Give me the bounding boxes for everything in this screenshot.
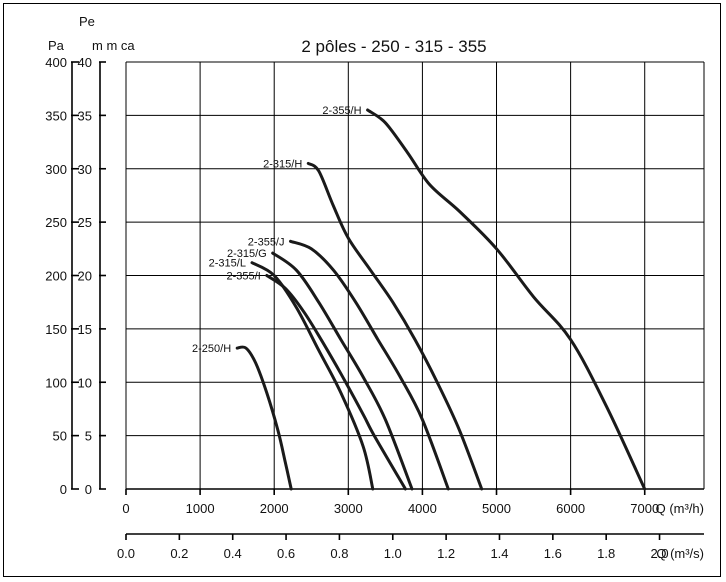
y-tick-label-pa: 50 bbox=[53, 429, 67, 444]
x-tick-label-m3s: 1.4 bbox=[490, 546, 508, 561]
curve-2-315-g bbox=[271, 251, 414, 491]
y-tick-label-pa: 400 bbox=[45, 55, 67, 70]
y-label-pa: Pa bbox=[48, 38, 65, 53]
chart-frame: 0 50 100 150 200 250 300 350 400 0 5 10 15 20 25 30 35 40… bbox=[3, 3, 721, 577]
y-tick-label-mmca: 40 bbox=[78, 55, 92, 70]
y-tick-label-mmca: 0 bbox=[85, 482, 92, 497]
y-tick-label-mmca: 15 bbox=[78, 322, 92, 337]
y-tick-label-pa: 200 bbox=[45, 269, 67, 284]
curve-2-250-h bbox=[235, 345, 293, 491]
labels: 2-355/H 2-315/H 2-355/J2-315/G2-315/L2-355… bbox=[192, 105, 362, 355]
axes: 0501001502002503003504000510152025303540… bbox=[45, 14, 704, 561]
x-tick-label-m3h: 3000 bbox=[334, 501, 363, 516]
x-tick-label-m3h: 6000 bbox=[556, 501, 585, 516]
pressure-flow-chart: 0501001502002503003504000510152025303540… bbox=[45, 14, 705, 561]
curve-label-2-355-i: 2-355/I bbox=[227, 271, 261, 283]
y-tick-label-pa: 150 bbox=[45, 322, 67, 337]
x-tick-label-m3s: 1.8 bbox=[597, 546, 615, 561]
y-label-mmca: m m ca bbox=[92, 38, 135, 53]
x-tick-label-m3s: 0.6 bbox=[277, 546, 295, 561]
y-tick-label-mmca: 20 bbox=[78, 269, 92, 284]
x-tick-label-m3s: 0.4 bbox=[224, 546, 242, 561]
y-group-label: Pe bbox=[79, 14, 95, 29]
x-tick-label-m3s: 1.2 bbox=[437, 546, 455, 561]
y-tick-label-mmca: 5 bbox=[85, 429, 92, 444]
curve-label-2-250-h: 2-250/H bbox=[192, 343, 231, 355]
y-tick-label-mmca: 35 bbox=[78, 108, 92, 123]
curve-label-2-315-h: 2-315/H bbox=[263, 158, 302, 170]
x-tick-label-m3s: 0.8 bbox=[330, 546, 348, 561]
curve-2-355-i bbox=[265, 274, 407, 491]
y-tick-label-pa: 250 bbox=[45, 215, 67, 230]
x-label-m3h: Q (m³/h) bbox=[656, 501, 704, 516]
x-tick-label-m3h: 2000 bbox=[260, 501, 289, 516]
curve-2-315-l bbox=[250, 261, 375, 491]
x-tick-label-m3s: 1.6 bbox=[544, 546, 562, 561]
x-label-m3s: Q (m³/s) bbox=[656, 546, 704, 561]
y-tick-label-mmca: 10 bbox=[78, 375, 92, 390]
curve-2-355-j bbox=[289, 239, 450, 491]
y-tick-label-mmca: 30 bbox=[78, 162, 92, 177]
curve-2-315-h bbox=[306, 161, 484, 491]
x-tick-label-m3h: 0 bbox=[122, 501, 129, 516]
curve-label-2-355-h: 2-355/H bbox=[322, 105, 361, 117]
x-tick-label-m3h: 7000 bbox=[630, 501, 659, 516]
fan-curves bbox=[235, 108, 647, 491]
x-tick-label-m3h: 5000 bbox=[482, 501, 511, 516]
y-tick-label-pa: 350 bbox=[45, 108, 67, 123]
x-tick-label-m3s: 2.0 bbox=[650, 546, 668, 561]
x-tick-label-m3s: 0.2 bbox=[170, 546, 188, 561]
grid bbox=[125, 61, 705, 490]
curve-2-355-h bbox=[366, 108, 647, 491]
x-tick-label-m3h: 4000 bbox=[408, 501, 437, 516]
y-tick-label-pa: 0 bbox=[60, 482, 67, 497]
chart-title: 2 pôles - 250 - 315 - 355 bbox=[301, 37, 486, 56]
curve-label-2-355-j: 2-355/J bbox=[248, 236, 285, 248]
x-tick-label-m3s: 1.0 bbox=[384, 546, 402, 561]
x-tick-label-m3s: 0.0 bbox=[117, 546, 135, 561]
y-tick-label-pa: 100 bbox=[45, 375, 67, 390]
curve-label-2-315-l: 2-315/L bbox=[209, 258, 246, 270]
y-tick-label-pa: 300 bbox=[45, 162, 67, 177]
y-tick-label-mmca: 25 bbox=[78, 215, 92, 230]
curve-label-2-315-g: 2-315/G bbox=[227, 248, 267, 260]
x-tick-label-m3h: 1000 bbox=[186, 501, 215, 516]
